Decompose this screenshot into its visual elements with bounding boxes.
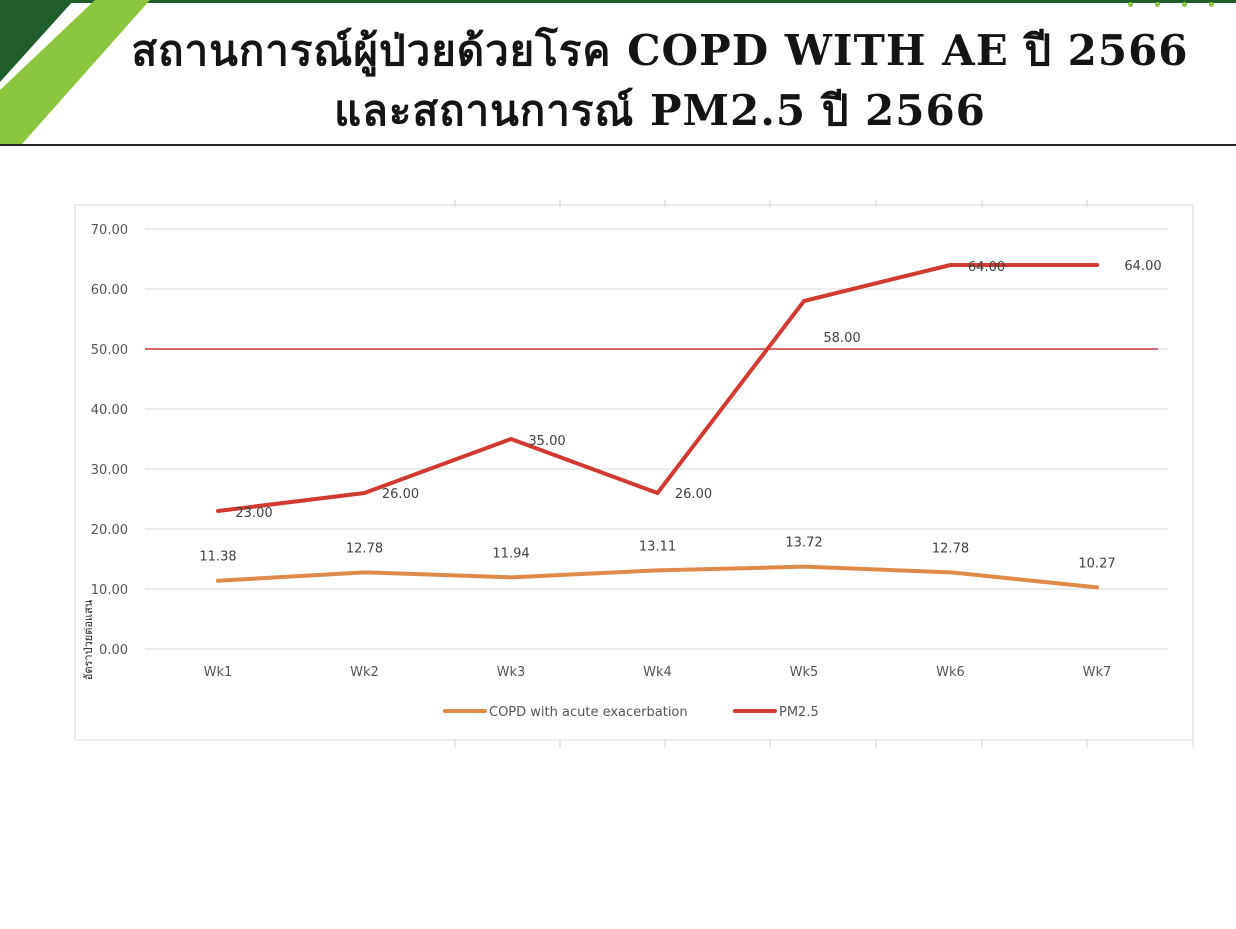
y-tick-label: 10.00 (91, 583, 128, 598)
data-label: 11.38 (199, 550, 236, 565)
header-top-rule (0, 0, 1236, 3)
chart-legend: COPD with acute exacerbation PM2.5 (443, 705, 819, 720)
page-title-line-1: สถานการณ์ผู้ป่วยด้วยโรค COPD WITH AE ปี … (131, 26, 1189, 75)
data-label: 58.00 (823, 331, 860, 346)
data-label: 13.11 (639, 539, 676, 554)
dot-icon (1182, 2, 1187, 7)
x-tick-label: Wk2 (350, 665, 379, 680)
chart-frame (74, 200, 1194, 748)
decorative-stripes-icon (0, 0, 150, 144)
y-tick-label: 50.00 (91, 343, 128, 358)
y-tick-label: 20.00 (91, 523, 128, 538)
grid-lines (145, 228, 1168, 650)
y-tick-label: 30.00 (91, 463, 128, 478)
dot-icon (1128, 2, 1133, 7)
stripe-dark (0, 0, 74, 82)
data-label: 12.78 (932, 541, 969, 556)
slide-header: สถานการณ์ผู้ป่วยด้วยโรค COPD WITH AE ปี … (0, 0, 1236, 146)
data-label: 26.00 (675, 487, 712, 502)
data-label: 11.94 (492, 546, 529, 561)
y-tick-label: 60.00 (91, 283, 128, 298)
data-label: 13.72 (785, 536, 822, 551)
series-line-pm25 (216, 263, 1099, 513)
x-tick-label: Wk7 (1083, 665, 1112, 680)
y-axis-title: อัตราป่วยต่อแสน (82, 599, 95, 680)
y-axis-ticks: 0.00 10.00 20.00 30.00 40.00 50.00 60.00 70.00 (91, 223, 128, 658)
y-tick-label: 40.00 (91, 403, 128, 418)
x-tick-label: Wk4 (643, 665, 672, 680)
data-label: 64.00 (968, 260, 1005, 275)
x-axis-ticks: Wk1 Wk2 Wk3 Wk4 Wk5 Wk6 Wk7 (204, 665, 1112, 680)
x-tick-label: Wk6 (936, 665, 965, 680)
data-label: 12.78 (346, 541, 383, 556)
data-labels: 11.38 12.78 11.94 13.11 13.72 12.78 10.27 23.00… (199, 259, 1161, 571)
dot-icon (1155, 2, 1160, 7)
x-tick-label: Wk5 (790, 665, 819, 680)
stripe-light (0, 0, 150, 144)
y-axis-title-text: อัตราป่วยต่อแสน (82, 599, 95, 680)
data-label: 26.00 (382, 487, 419, 502)
y-tick-label: 70.00 (91, 223, 128, 238)
x-tick-label: Wk3 (497, 665, 526, 680)
decorative-dots (1128, 2, 1214, 7)
page-title-line-2: และสถานการณ์ PM2.5 ปี 2566 (334, 86, 986, 135)
data-label: 64.00 (1124, 259, 1161, 274)
series-lines (216, 263, 1099, 590)
legend-label: PM2.5 (779, 705, 819, 720)
data-label: 23.00 (235, 506, 272, 521)
series-line-copd (216, 564, 1099, 590)
y-tick-label: 0.00 (99, 643, 128, 658)
dot-icon (1209, 2, 1214, 7)
legend-label: COPD with acute exacerbation (489, 705, 688, 720)
x-tick-label: Wk1 (204, 665, 233, 680)
data-label: 35.00 (528, 434, 565, 449)
data-label: 10.27 (1078, 556, 1115, 571)
